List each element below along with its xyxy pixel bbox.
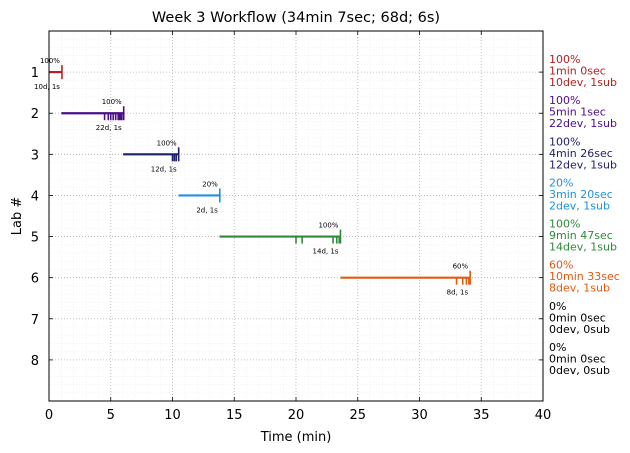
- x-tick-label: 35: [473, 408, 490, 423]
- y-tick-label: 4: [31, 189, 39, 204]
- lab-2-count-label: 22d, 1s: [96, 124, 122, 132]
- lab-4-count-label: 2d, 1s: [196, 206, 218, 214]
- lab-3-count-label: 12d, 1s: [151, 165, 177, 173]
- lab-3-summary-line: 12dev, 1sub: [549, 158, 617, 171]
- x-tick-label: 20: [288, 408, 305, 423]
- lab-5-count-label: 14d, 1s: [313, 248, 339, 256]
- x-axis-label: Time (min): [260, 430, 332, 445]
- x-tick-label: 10: [164, 408, 181, 423]
- lab-4-pct-label: 20%: [202, 180, 218, 188]
- x-tick-label: 15: [226, 408, 243, 423]
- y-tick-label: 3: [31, 148, 39, 163]
- lab-8-summary-line: 0min 0sec: [549, 352, 606, 365]
- lab-7-summary-line: 0%: [549, 300, 566, 313]
- lab-8-summary-line: 0%: [549, 341, 566, 354]
- y-tick-label: 5: [31, 231, 39, 246]
- lab-6-summary-line: 10min 33sec: [549, 270, 620, 283]
- lab-8-summary-line: 0dev, 0sub: [549, 364, 610, 377]
- lab-6-count-label: 8d, 1s: [447, 289, 469, 297]
- lab-1-count-label: 10d, 1s: [34, 83, 60, 91]
- lab-4-summary-line: 3min 20sec: [549, 188, 613, 201]
- lab-7-summary-line: 0dev, 0sub: [549, 323, 610, 336]
- lab-5-summary-line: 14dev, 1sub: [549, 241, 617, 254]
- y-tick-label: 6: [31, 272, 39, 287]
- chart-title: Week 3 Workflow (34min 7sec; 68d; 6s): [152, 10, 440, 26]
- lab-3-summary-line: 4min 26sec: [549, 147, 613, 160]
- lab-4-summary-line: 20%: [549, 176, 573, 189]
- major-grid: [48, 31, 544, 401]
- lab-marks: 100% 10d, 1s 100% 22d, 1s 100% 12d, 1s 20% 2d, …: [34, 57, 471, 297]
- y-tick-label: 2: [31, 107, 39, 122]
- lab-6-summary-line: 8dev, 1sub: [549, 282, 610, 295]
- y-axis-label: Lab #: [10, 197, 25, 236]
- lab-6-pct-label: 60%: [453, 263, 469, 271]
- lab-7-summary-line: 0min 0sec: [549, 311, 606, 324]
- lab-2-summary-line: 5min 1sec: [549, 106, 606, 119]
- x-tick-label: 40: [535, 408, 552, 423]
- lab-1-summary-line: 10dev, 1sub: [549, 76, 617, 89]
- plot-frame: [48, 30, 544, 402]
- lab-4-summary-line: 2dev, 1sub: [549, 199, 610, 212]
- lab-2-summary-line: 100%: [549, 94, 580, 107]
- lab-5-pct-label: 100%: [318, 222, 338, 230]
- lab-5-summary-line: 9min 47sec: [549, 229, 613, 242]
- axis-ticks: 0 5 10 15 20 25 30 35 40 1 2 3 4 5 6 7 8: [31, 31, 552, 423]
- lab-1-summary-line: 1min 0sec: [549, 65, 606, 78]
- x-tick-label: 5: [107, 408, 115, 423]
- lab-3-summary-line: 100%: [549, 135, 580, 148]
- lab-1-summary-line: 100%: [549, 53, 580, 66]
- lab-2-pct-label: 100%: [102, 98, 122, 106]
- y-tick-label: 7: [31, 313, 39, 328]
- lab-2-summary-line: 22dev, 1sub: [549, 117, 617, 130]
- y-tick-label: 8: [31, 354, 39, 369]
- lab-1-pct-label: 100%: [40, 57, 60, 65]
- minor-grid: [49, 31, 543, 401]
- x-tick-label: 30: [411, 408, 428, 423]
- x-tick-label: 0: [45, 408, 53, 423]
- lab-6-summary-line: 60%: [549, 259, 573, 272]
- lab-3-pct-label: 100%: [157, 139, 177, 147]
- x-tick-label: 25: [349, 408, 366, 423]
- lab-5-summary-line: 100%: [549, 218, 580, 231]
- y-tick-label: 1: [31, 66, 39, 81]
